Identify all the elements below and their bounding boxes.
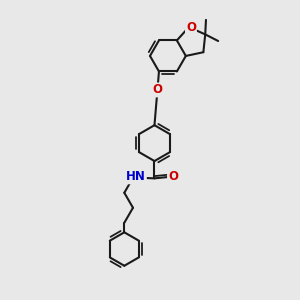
Text: O: O <box>152 83 163 97</box>
Text: O: O <box>186 21 196 34</box>
Text: HN: HN <box>126 170 146 183</box>
Text: O: O <box>168 170 178 183</box>
